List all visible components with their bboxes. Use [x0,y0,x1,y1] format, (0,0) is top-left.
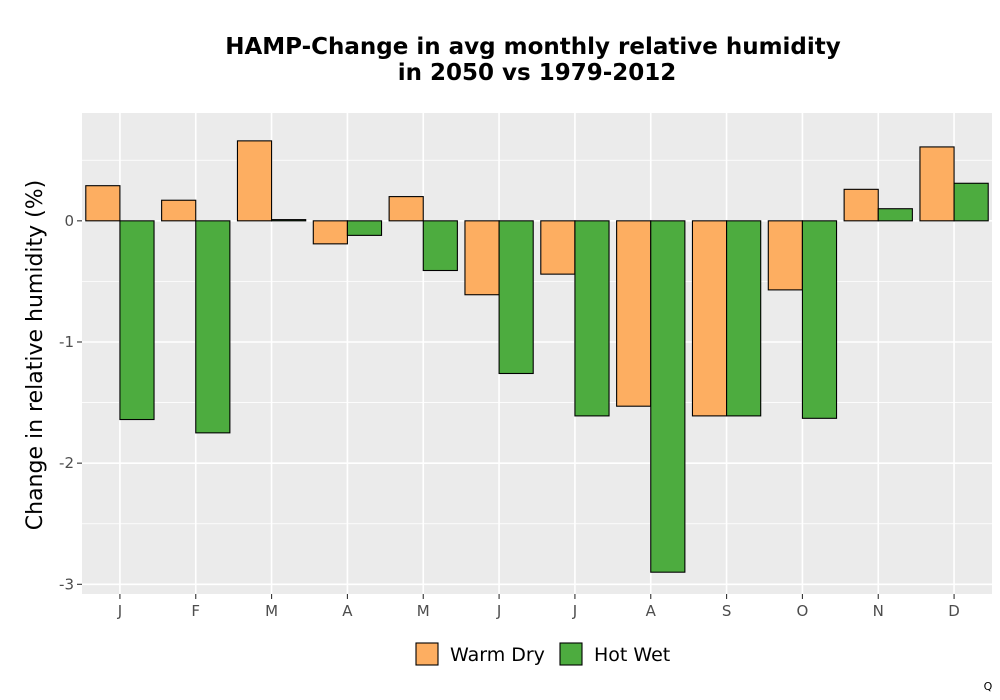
bar-warm-dry-6 [464,220,500,296]
x-tick-label: A [342,602,353,620]
bar-hot-wet-10 [801,220,838,419]
bar-hot-wet-9 [726,220,762,417]
x-tick-label: A [646,602,657,620]
x-tick-label: M [265,602,278,620]
bar-warm-dry-7 [540,220,576,275]
bar-hot-wet-2 [195,220,231,434]
legend-swatch-hot-wet [559,642,583,666]
bars [85,140,989,573]
x-tick-label: F [191,602,200,620]
x-tick-label: J [117,602,122,620]
y-tick-label: -2 [59,454,74,472]
bar-warm-dry-11 [843,188,879,222]
bar-hot-wet-8 [650,220,686,573]
x-tick-label: D [948,602,960,620]
chart-title: HAMP-Change in avg monthly relative humi… [225,34,841,86]
bar-warm-dry-4 [312,220,348,245]
y-tick-label: -1 [59,333,74,351]
bar-hot-wet-5 [422,220,458,272]
x-tick-label: S [722,602,732,620]
bar-warm-dry-3 [236,140,273,222]
legend-label-hot-wet: Hot Wet [594,644,670,666]
bar-warm-dry-5 [388,196,424,222]
y-tick-label: -3 [59,575,74,593]
plot-panel [82,113,992,594]
bar-warm-dry-1 [85,185,121,222]
legend-swatch-warm-dry [415,642,439,666]
bar-hot-wet-7 [574,220,610,417]
bar-hot-wet-6 [498,220,534,375]
y-axis-label: Change in relative humidity (%) [23,180,48,530]
bar-warm-dry-12 [919,146,955,222]
bar-hot-wet-12 [953,182,989,222]
x-tick-label: O [797,602,809,620]
bar-warm-dry-10 [767,220,803,291]
x-tick-label: J [572,602,577,620]
bar-hot-wet-1 [119,220,155,421]
bar-warm-dry-8 [616,220,652,407]
x-tick-label: J [496,602,501,620]
chart-title-line-1: HAMP-Change in avg monthly relative humi… [225,34,841,60]
x-tick-label: M [417,602,430,620]
bar-hot-wet-4 [346,220,383,236]
bar-warm-dry-2 [161,199,197,222]
y-tick-label: 0 [64,212,74,230]
corner-mark: Q [984,680,993,693]
bar-warm-dry-9 [691,220,728,417]
bar-hot-wet-3 [271,219,307,222]
legend: Warm Dry Hot Wet [415,642,670,666]
legend-label-warm-dry: Warm Dry [450,644,545,666]
y-axis: -3 -2 -1 0 [59,212,82,593]
chart-title-line-2: in 2050 vs 1979-2012 [398,60,677,86]
bar-hot-wet-11 [877,208,913,222]
x-tick-label: N [873,602,884,620]
